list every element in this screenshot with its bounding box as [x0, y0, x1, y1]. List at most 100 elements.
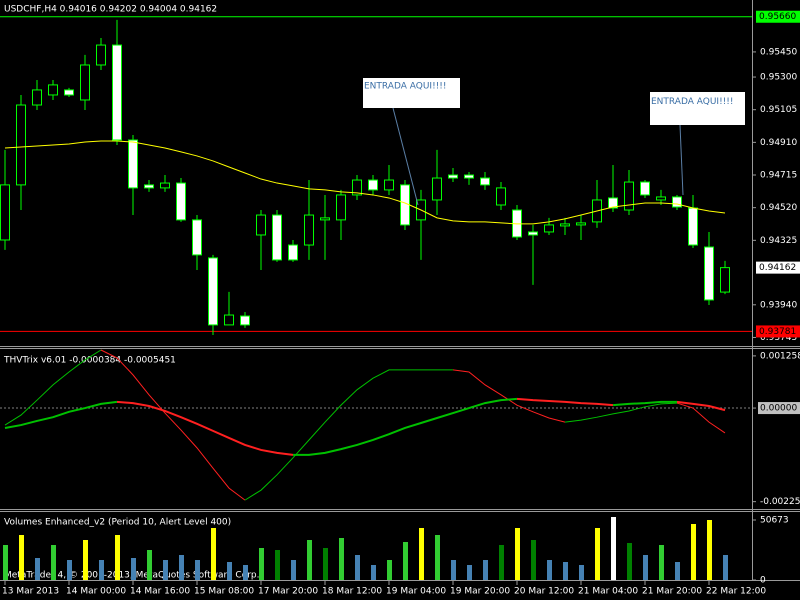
volume-bar	[179, 554, 184, 580]
annotation-box	[650, 92, 745, 125]
volume-bar	[659, 545, 664, 580]
candle-body	[272, 214, 282, 261]
volume-bar	[291, 560, 296, 580]
x-tick-label: 20 Mar 12:00	[514, 587, 574, 597]
volume-bar	[499, 545, 504, 580]
candle-body	[80, 64, 90, 101]
volume-bar	[595, 528, 600, 580]
volume-bar	[403, 542, 408, 580]
indicator-line	[516, 397, 614, 407]
indicator-line	[676, 402, 726, 434]
candle-body	[176, 182, 186, 221]
x-tick-label: 18 Mar 12:00	[322, 587, 382, 597]
indicator-line	[244, 369, 453, 501]
volume-bar	[627, 543, 632, 580]
volume-bar	[339, 538, 344, 580]
x-tick-label: 13 Mar 2013	[2, 587, 59, 597]
annotation-text: ENTRADA AQUI!!!!	[364, 82, 447, 92]
volume-bar	[19, 535, 24, 580]
candle-body	[192, 219, 202, 256]
indicator-line	[676, 400, 726, 412]
volume-bar	[419, 528, 424, 580]
indicator-line	[612, 400, 677, 407]
zero-level-box	[758, 402, 800, 415]
volume-bar	[99, 560, 104, 580]
level-label: 0.95660	[759, 12, 796, 22]
x-tick-label: 15 Mar 08:00	[194, 587, 254, 597]
candle-body	[160, 182, 170, 189]
candle-body	[656, 196, 666, 201]
y-tick-label: 0	[760, 576, 766, 586]
x-tick-label: 14 Mar 16:00	[130, 587, 190, 597]
volume-bar	[147, 549, 152, 580]
volume-bar	[67, 560, 72, 580]
volume-bar	[51, 545, 56, 580]
candle-body	[48, 84, 58, 96]
volume-bar	[355, 554, 360, 580]
x-tick-label: 19 Mar 20:00	[450, 587, 510, 597]
y-tick-label: 0.93940	[760, 300, 797, 310]
candle-body	[0, 184, 10, 241]
candle-body	[704, 246, 714, 301]
volume-bar	[643, 554, 648, 580]
x-tick-label: 21 Mar 04:00	[578, 587, 638, 597]
candle-body	[480, 177, 490, 186]
last-price-box	[756, 261, 800, 274]
y-tick-label: 0.95105	[760, 105, 797, 115]
candle-body	[144, 184, 154, 189]
x-tick-label: 19 Mar 04:00	[386, 587, 446, 597]
candle-body	[32, 89, 42, 106]
moving-average	[4, 140, 726, 225]
candle-body	[256, 214, 266, 236]
candle-body	[464, 174, 474, 179]
volume-bar	[35, 558, 40, 580]
y-tick-label: 0.001258	[760, 351, 800, 361]
x-tick-label: 14 Mar 00:00	[66, 587, 126, 597]
candle-body	[208, 257, 218, 326]
volume-bar	[483, 560, 488, 580]
candle-body	[16, 104, 26, 186]
candle-body	[624, 181, 634, 211]
y-tick-label: 50673	[760, 516, 789, 526]
volume-bar	[323, 547, 328, 580]
volume-bar	[563, 562, 568, 580]
volume-bar	[307, 540, 312, 580]
candle-body	[640, 181, 650, 196]
y-tick-label: -0.002257	[760, 497, 800, 507]
volume-bar	[435, 535, 440, 580]
y-tick-label: 0.95450	[760, 47, 797, 57]
candle-body	[320, 217, 330, 221]
volume-bar	[579, 565, 584, 580]
candle-body	[432, 177, 442, 201]
volume-bar	[611, 517, 616, 580]
volume-bar	[547, 560, 552, 580]
volume-bar	[707, 520, 712, 580]
candle-body	[368, 179, 378, 191]
annotation-box	[363, 78, 460, 108]
candle-body	[688, 207, 698, 246]
y-tick-label: 0.93745	[760, 333, 797, 343]
volume-bar	[371, 565, 376, 580]
x-tick-label: 21 Mar 20:00	[642, 587, 702, 597]
indicator-line	[116, 400, 294, 456]
y-tick-label: 0.94325	[760, 236, 797, 246]
volume-bar	[195, 560, 200, 580]
volume-bar	[131, 558, 136, 580]
volume-bar	[275, 549, 280, 580]
y-tick-label: 0.95300	[760, 73, 797, 83]
symbol-header: USDCHF,H4 0.94016 0.94202 0.94004 0.9416…	[4, 5, 217, 15]
volume-bar	[3, 545, 8, 580]
candle-body	[720, 267, 730, 293]
candle-body	[576, 222, 586, 226]
candle-body	[128, 139, 138, 189]
indicator-title: Volumes Enhanced_v2 (Period 10, Alert Le…	[4, 518, 231, 528]
candle-body	[96, 44, 106, 66]
x-tick-label: 22 Mar 12:00	[706, 587, 766, 597]
volume-bar	[387, 560, 392, 580]
volume-bar	[675, 562, 680, 580]
candle-body	[224, 314, 234, 326]
volume-bar	[243, 565, 248, 580]
candle-body	[304, 214, 314, 246]
annotation-pointer	[392, 107, 419, 206]
